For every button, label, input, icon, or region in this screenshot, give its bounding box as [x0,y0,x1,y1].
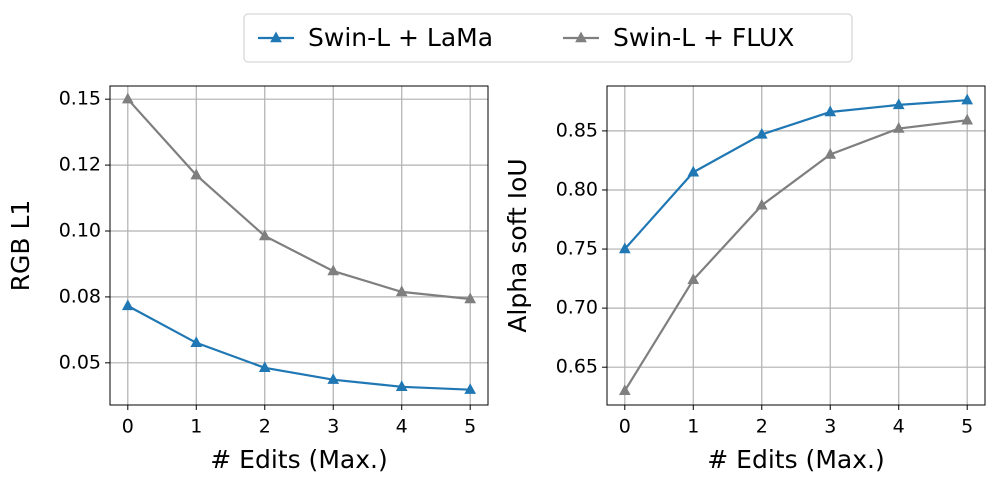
point [190,168,203,180]
legend-label: Swin-L + LaMa [308,23,493,52]
y-tick-label: 0.10 [59,220,101,242]
point [327,373,340,384]
y-axis-label: RGB L1 [6,200,35,292]
x-tick-label: 5 [961,416,973,438]
x-tick-label: 3 [327,416,339,438]
legend-marker [270,31,282,43]
point [755,198,768,210]
point [395,285,408,297]
point [121,299,134,311]
point [824,148,837,159]
y-tick-label: 0.85 [556,119,598,141]
series-line [623,119,968,392]
y-tick-label: 0.08 [59,285,101,307]
x-tick-label: 1 [687,416,699,438]
point [464,292,477,304]
point [618,384,631,396]
y-tick-label: 0.70 [556,297,598,319]
point [687,165,700,177]
plot-frame [109,85,489,406]
plot-frame [606,85,986,406]
x-tick-label: 0 [122,416,134,438]
point [190,336,203,348]
point [395,380,408,392]
x-tick-label: 1 [190,416,202,438]
y-tick-label: 0.12 [59,154,101,176]
series-line [127,304,471,391]
y-tick-label: 0.75 [556,238,598,260]
point [258,361,271,373]
legend-marker [575,31,587,43]
x-tick-label: 4 [396,416,408,438]
series-line [126,98,471,301]
point [327,264,340,276]
x-tick-label: 2 [259,416,271,438]
point [961,93,974,105]
y-axis-label: Alpha soft IoU [503,158,532,332]
point [121,92,134,104]
y-tick-label: 0.05 [59,351,101,373]
x-tick-label: 5 [464,416,476,438]
x-tick-label: 4 [893,416,905,438]
x-axis-label: # Edits (Max.) [707,445,884,474]
point [258,229,271,241]
y-tick-label: 0.15 [59,88,101,110]
point [824,105,837,117]
y-tick-label: 0.65 [556,356,598,378]
x-axis-label: # Edits (Max.) [210,445,387,474]
point [892,98,905,110]
point [687,273,700,284]
x-tick-label: 2 [756,416,768,438]
y-tick-label: 0.80 [556,178,598,200]
point [755,127,768,139]
point [892,122,905,133]
x-tick-label: 0 [619,416,631,438]
series-line [623,99,968,250]
point [464,383,477,394]
point [961,113,974,125]
legend-label: Swin-L + FLUX [613,23,794,52]
point [618,242,631,254]
x-tick-label: 3 [824,416,836,438]
legend-frame [243,13,853,63]
